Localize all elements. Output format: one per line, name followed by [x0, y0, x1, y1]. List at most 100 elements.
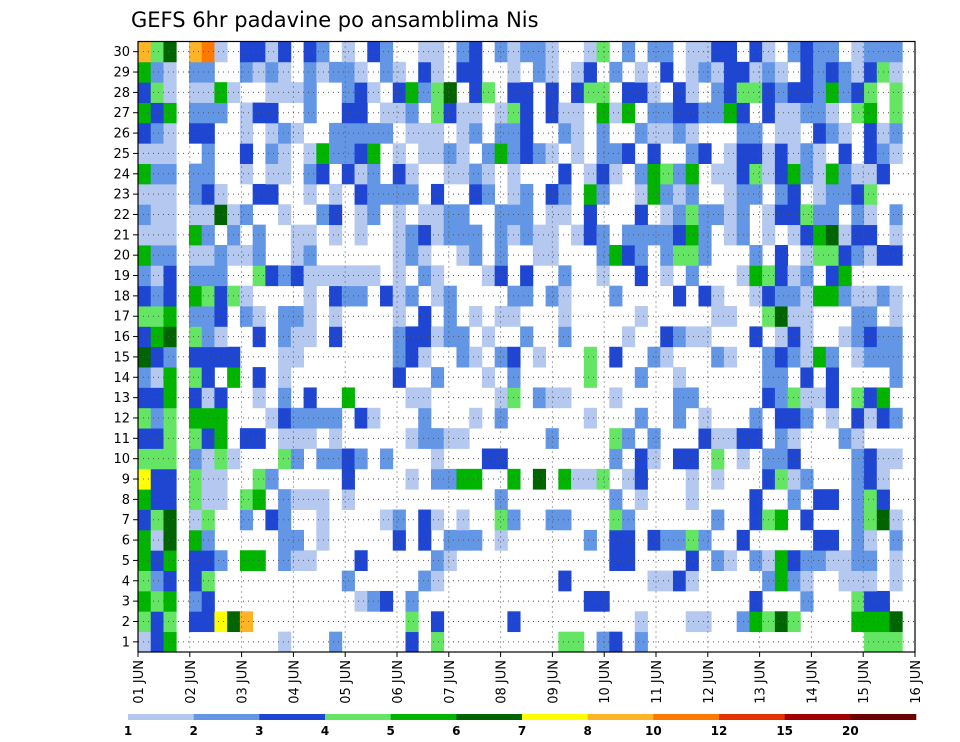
heatmap-cell — [418, 82, 432, 103]
heatmap-cell — [800, 509, 814, 531]
heatmap-cell — [672, 204, 687, 226]
legend-swatch — [522, 714, 588, 720]
heatmap-cell — [430, 285, 445, 307]
heatmap-cell — [329, 631, 343, 653]
legend-swatch — [193, 714, 260, 720]
heatmap-cell — [660, 102, 674, 124]
heatmap-cell — [418, 306, 432, 327]
heatmap-cell — [138, 183, 152, 205]
heatmap-cell — [188, 428, 203, 449]
y-tick-label: 12 — [113, 411, 130, 426]
heatmap-cell — [392, 326, 406, 348]
heatmap-cell — [494, 346, 508, 368]
heatmap-cell — [711, 550, 725, 571]
heatmap-cell — [813, 163, 827, 185]
heatmap-cell — [494, 509, 508, 531]
heatmap-cell — [188, 82, 203, 103]
heatmap-cell — [672, 326, 687, 348]
heatmap-cell — [239, 550, 254, 571]
heatmap-cell — [303, 265, 317, 287]
heatmap-cell — [316, 529, 330, 551]
x-tick-label: 06 JUN — [391, 660, 406, 704]
heatmap-cell — [405, 82, 419, 103]
heatmap-cell — [532, 468, 547, 490]
heatmap-cell — [609, 285, 623, 307]
heatmap-cell — [329, 204, 343, 226]
heatmap-cell — [838, 183, 852, 205]
heatmap-cell — [214, 183, 228, 205]
heatmap-cell — [571, 631, 585, 653]
heatmap-cell — [800, 163, 814, 185]
heatmap-cell — [685, 489, 699, 510]
heatmap-cell — [239, 102, 254, 124]
heatmap-cell — [698, 326, 712, 348]
heatmap-cell — [443, 550, 457, 571]
heatmap-cell — [303, 163, 317, 185]
heatmap-cell — [583, 468, 597, 490]
heatmap-cell — [609, 631, 623, 653]
heatmap-cell — [150, 367, 164, 388]
heatmap-cell — [138, 265, 152, 287]
heatmap-cell — [405, 611, 419, 633]
heatmap-cell — [303, 428, 317, 449]
heatmap-cell — [864, 387, 878, 409]
heatmap-cell — [418, 245, 432, 266]
heatmap-cell — [214, 468, 228, 490]
heatmap-cell — [787, 448, 801, 470]
heatmap-cell — [813, 245, 827, 266]
heatmap-cell — [138, 122, 152, 144]
heatmap-cell — [787, 489, 801, 510]
heatmap-cell — [711, 448, 725, 470]
heatmap-cell — [265, 41, 279, 63]
heatmap-cell — [774, 306, 789, 327]
heatmap-cell — [864, 61, 878, 83]
heatmap-cell — [749, 122, 763, 144]
heatmap-cell — [138, 550, 152, 571]
legend-swatch — [128, 714, 194, 720]
heatmap-cell — [380, 122, 394, 144]
legend-swatch — [390, 714, 457, 720]
x-tick-label: 04 JUN — [287, 660, 302, 704]
heatmap-cell — [571, 82, 585, 103]
heatmap-cell — [214, 611, 228, 633]
heatmap-cell — [163, 407, 177, 429]
heatmap-cell — [583, 407, 597, 429]
heatmap-cell — [774, 143, 789, 164]
heatmap-cell — [443, 204, 457, 226]
heatmap-cell — [723, 224, 738, 246]
heatmap-cell — [813, 550, 827, 571]
legend-swatch — [456, 714, 523, 720]
heatmap-cell — [685, 611, 699, 633]
heatmap-cell — [864, 489, 878, 510]
heatmap-cell — [672, 570, 687, 592]
heatmap-cell — [163, 163, 177, 185]
heatmap-cell — [303, 143, 317, 164]
heatmap-cell — [405, 245, 419, 266]
heatmap-cell — [851, 387, 865, 409]
heatmap-cell — [138, 529, 152, 551]
legend-threshold-label: 20 — [842, 724, 859, 738]
heatmap-cell — [532, 245, 547, 266]
heatmap-cell — [711, 509, 725, 531]
heatmap-cell — [571, 143, 585, 164]
heatmap-cell — [303, 326, 317, 348]
heatmap-cell — [711, 102, 725, 124]
heatmap-cell — [469, 346, 483, 368]
heatmap-cell — [838, 265, 852, 287]
heatmap-cell — [239, 489, 254, 510]
heatmap-cell — [583, 224, 597, 246]
heatmap-cell — [825, 550, 839, 571]
heatmap-cell — [672, 163, 687, 185]
heatmap-cell — [214, 489, 228, 510]
heatmap-cell — [864, 122, 878, 144]
heatmap-cell — [252, 265, 266, 287]
heatmap-cell — [685, 387, 699, 409]
heatmap-cell — [138, 631, 152, 653]
heatmap-cell — [163, 102, 177, 124]
heatmap-cell — [558, 285, 572, 307]
heatmap-cell — [150, 387, 164, 409]
heatmap-cell — [558, 509, 572, 531]
y-tick-label: 10 — [113, 452, 130, 467]
heatmap-cell — [532, 387, 547, 409]
heatmap-cell — [749, 61, 763, 83]
